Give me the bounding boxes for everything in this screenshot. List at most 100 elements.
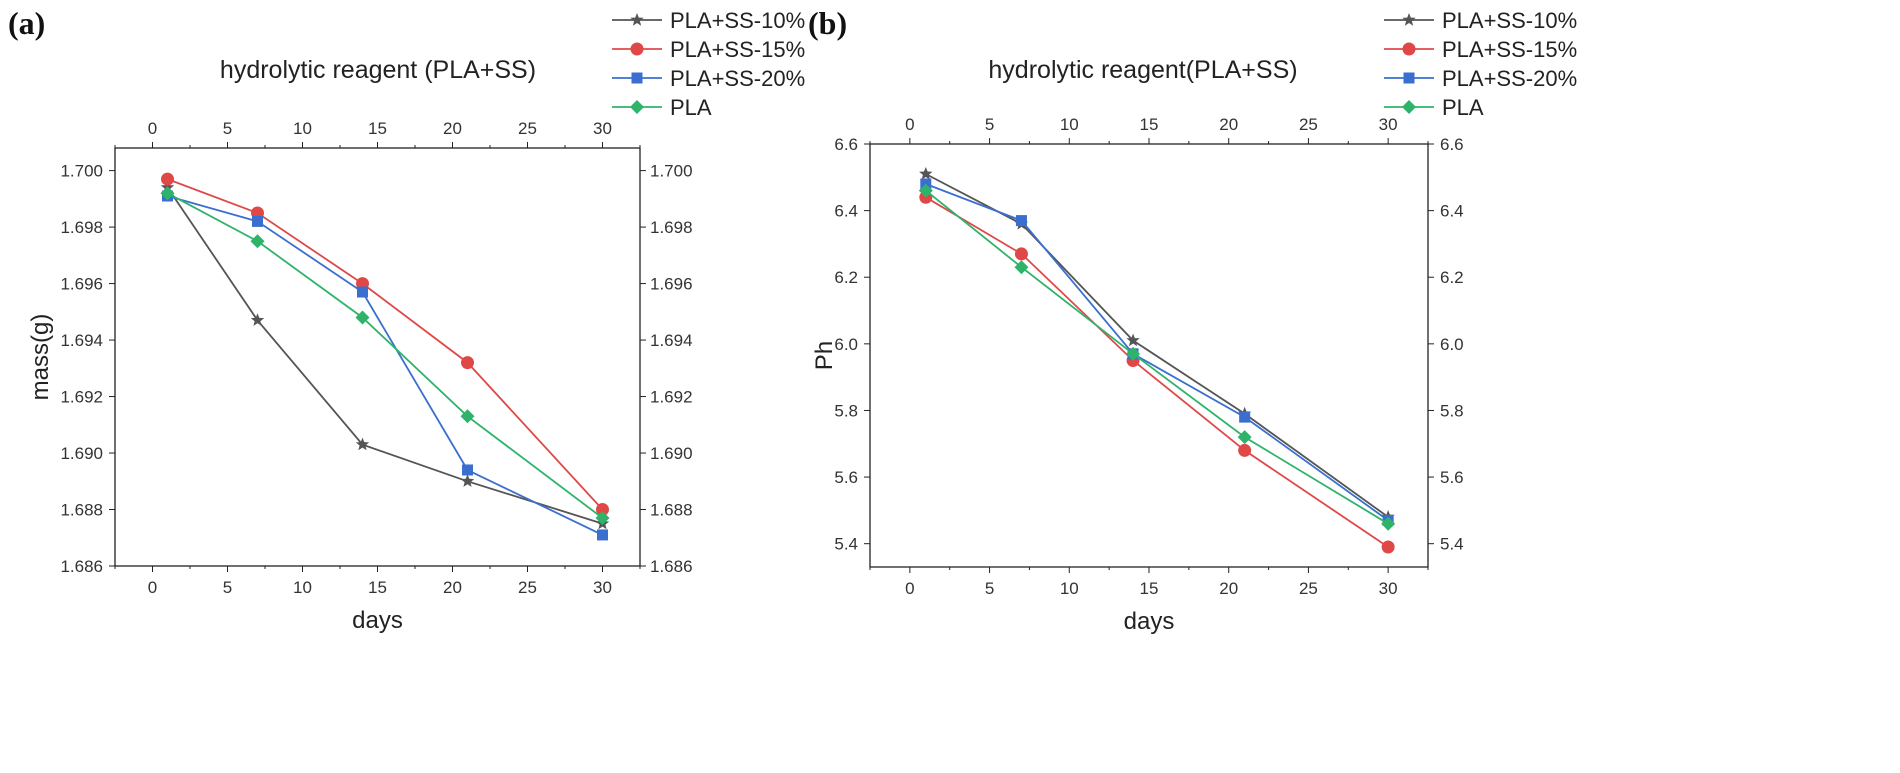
x-tick-label-bottom: 25 bbox=[518, 578, 537, 597]
x-tick-label-bottom: 10 bbox=[1060, 579, 1079, 598]
y-tick-label-left: 1.696 bbox=[60, 275, 103, 294]
data-point bbox=[460, 409, 475, 424]
y-tick-label-left: 1.688 bbox=[60, 501, 103, 520]
series-pla-ss-10- bbox=[919, 167, 1395, 523]
y-tick-label-left: 1.700 bbox=[60, 162, 103, 181]
legend-marker bbox=[1402, 13, 1416, 26]
legend: PLA+SS-10% PLA+SS-15% PLA+SS-20% PLA bbox=[612, 8, 805, 120]
legend-marker bbox=[631, 72, 643, 84]
legend-marker bbox=[1402, 42, 1416, 56]
data-point bbox=[1014, 247, 1028, 261]
data-point bbox=[460, 474, 475, 487]
x-tick-label-bottom: 25 bbox=[1299, 579, 1318, 598]
series-line bbox=[167, 195, 603, 536]
y-tick-label-left: 6.6 bbox=[834, 135, 858, 154]
x-tick-label-bottom: 10 bbox=[293, 578, 312, 597]
y-tick-label-left: 6.4 bbox=[834, 202, 858, 221]
x-tick-label-bottom: 15 bbox=[1140, 579, 1159, 598]
y-axis-title: Ph bbox=[811, 341, 838, 370]
y-tick-label-left: 6.0 bbox=[834, 335, 858, 354]
y-tick-label-left: 1.690 bbox=[60, 444, 103, 463]
y-tick-label-right: 6.6 bbox=[1440, 135, 1464, 154]
data-point bbox=[1126, 346, 1141, 361]
series-line bbox=[925, 183, 1389, 522]
data-point bbox=[252, 215, 263, 227]
x-tick-label-top: 20 bbox=[1219, 115, 1238, 134]
y-tick-label-left: 1.694 bbox=[60, 331, 103, 350]
data-point bbox=[918, 183, 933, 198]
x-tick-label-bottom: 5 bbox=[223, 578, 232, 597]
x-tick-label-top: 25 bbox=[1299, 115, 1318, 134]
y-tick-label-right: 6.2 bbox=[1440, 268, 1464, 287]
x-tick-label-top: 0 bbox=[148, 119, 157, 138]
x-axis-title: days bbox=[1124, 608, 1175, 635]
y-tick-label-right: 1.700 bbox=[650, 162, 693, 181]
series-pla-ss-10- bbox=[160, 180, 610, 530]
series-pla-ss-15- bbox=[161, 172, 609, 517]
panel-b: (b) hydrolytic reagent(PLA+SS) 0 0 5 5 10 10 15 1… bbox=[808, 5, 1577, 635]
data-point bbox=[357, 286, 368, 298]
chart-title: hydrolytic reagent (PLA+SS) bbox=[220, 56, 536, 84]
y-tick-label-right: 1.690 bbox=[650, 444, 693, 463]
y-tick-label-right: 6.0 bbox=[1440, 335, 1464, 354]
data-point bbox=[1381, 540, 1395, 554]
data-point bbox=[919, 167, 933, 180]
x-tick-label-bottom: 30 bbox=[1379, 579, 1398, 598]
data-point bbox=[1239, 411, 1251, 423]
series-line bbox=[925, 173, 1389, 518]
x-tick-label-top: 30 bbox=[593, 119, 612, 138]
plot-frame bbox=[114, 147, 641, 567]
data-point bbox=[1015, 215, 1027, 227]
panel-a: (a) hydrolytic reagent (PLA+SS) 0 0 5 5 10 10 15… bbox=[8, 5, 805, 634]
series-pla-ss-20- bbox=[162, 190, 608, 541]
data-point bbox=[462, 464, 473, 476]
data-point bbox=[1238, 443, 1252, 457]
x-tick-label-top: 5 bbox=[985, 115, 994, 134]
y-tick-label-left: 5.8 bbox=[834, 401, 858, 420]
legend-label: PLA+SS-20% bbox=[670, 66, 805, 91]
legend-label: PLA+SS-10% bbox=[1442, 8, 1577, 33]
data-point bbox=[355, 437, 370, 451]
x-tick-label-top: 25 bbox=[518, 119, 537, 138]
y-tick-label-right: 6.4 bbox=[1440, 202, 1464, 221]
y-tick-label-left: 1.686 bbox=[60, 557, 103, 576]
x-tick-label-top: 15 bbox=[368, 119, 387, 138]
y-tick-label-right: 1.694 bbox=[650, 331, 693, 350]
data-point bbox=[1014, 260, 1029, 275]
series-pla-ss-20- bbox=[920, 178, 1394, 526]
y-tick-label-right: 1.688 bbox=[650, 501, 693, 520]
series-line bbox=[166, 186, 603, 525]
x-tick-label-bottom: 20 bbox=[443, 578, 462, 597]
data-point bbox=[461, 356, 474, 370]
series-pla bbox=[918, 183, 1396, 531]
chart-title: hydrolytic reagent(PLA+SS) bbox=[988, 56, 1297, 84]
legend-label: PLA+SS-15% bbox=[670, 37, 805, 62]
y-tick-label-right: 5.4 bbox=[1440, 535, 1464, 554]
x-tick-label-bottom: 20 bbox=[1219, 579, 1238, 598]
legend-label: PLA+SS-15% bbox=[1442, 37, 1577, 62]
panel-label: (b) bbox=[808, 5, 847, 41]
panel-label: (a) bbox=[8, 5, 45, 41]
legend-marker bbox=[630, 42, 644, 56]
y-tick-label-left: 5.6 bbox=[834, 468, 858, 487]
legend-marker bbox=[630, 100, 644, 114]
y-tick-label-left: 6.2 bbox=[834, 268, 858, 287]
data-point bbox=[1237, 430, 1252, 445]
data-point bbox=[355, 310, 370, 325]
data-point bbox=[595, 510, 610, 525]
y-tick-label-right: 5.6 bbox=[1440, 468, 1464, 487]
data-point bbox=[1381, 516, 1396, 531]
y-tick-label-left: 5.4 bbox=[834, 535, 858, 554]
y-tick-label-right: 5.8 bbox=[1440, 401, 1464, 420]
legend-label: PLA+SS-10% bbox=[670, 8, 805, 33]
y-tick-label-left: 1.698 bbox=[60, 218, 103, 237]
x-tick-label-bottom: 30 bbox=[593, 578, 612, 597]
x-tick-label-top: 15 bbox=[1140, 115, 1159, 134]
series-line bbox=[167, 192, 604, 519]
x-tick-label-top: 0 bbox=[905, 115, 914, 134]
x-tick-label-top: 30 bbox=[1379, 115, 1398, 134]
x-tick-label-top: 10 bbox=[1060, 115, 1079, 134]
data-point bbox=[250, 234, 265, 249]
data-point bbox=[160, 186, 175, 201]
